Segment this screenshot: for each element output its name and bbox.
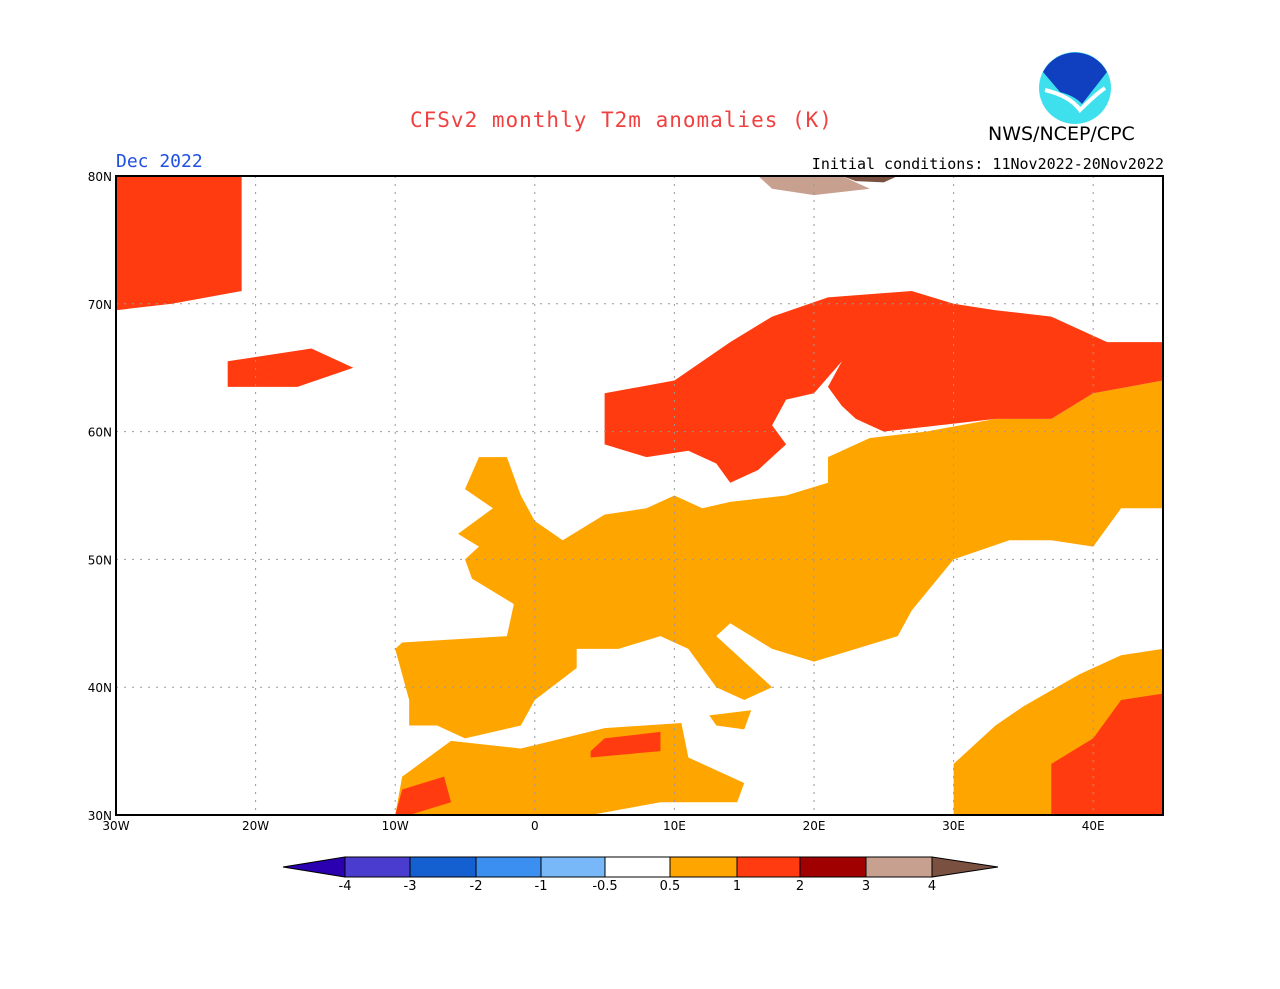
anomaly-region bbox=[841, 176, 898, 183]
y-tick-label: 30N bbox=[88, 809, 112, 823]
x-tick-label: 20E bbox=[803, 819, 826, 833]
colorbar-label: 2 bbox=[796, 879, 804, 894]
colorbar-segment bbox=[669, 856, 738, 878]
x-tick-label: 30E bbox=[942, 819, 965, 833]
agency-label: NWS/NCEP/CPC bbox=[988, 123, 1135, 145]
colorbar-label: 0.5 bbox=[660, 879, 681, 894]
valid-month: Dec 2022 bbox=[116, 151, 203, 172]
y-tick-label: 40N bbox=[88, 681, 112, 695]
colorbar-label: 4 bbox=[928, 879, 936, 894]
axis-ticks: 30W 20W 10W 0 10E 20E 30E 40E 30N 40N 50N 60N 70N 80N bbox=[88, 170, 1105, 833]
colorbar-segment bbox=[736, 856, 801, 878]
anomaly-region bbox=[709, 710, 752, 730]
colorbar-segment bbox=[409, 856, 477, 878]
anomaly-region bbox=[1051, 693, 1163, 815]
initial-conditions: Initial conditions: 11Nov2022-20Nov2022 bbox=[811, 155, 1164, 173]
y-tick-label: 60N bbox=[88, 426, 112, 440]
colorbar-segment bbox=[865, 856, 933, 878]
anomaly-region bbox=[395, 776, 452, 815]
grid-lines bbox=[116, 176, 1163, 815]
x-tick-label: 10W bbox=[382, 819, 409, 833]
colorbar-segment bbox=[344, 856, 411, 878]
colorbar-segment bbox=[475, 856, 542, 878]
x-tick-label: 10E bbox=[663, 819, 686, 833]
colorbar-label: -0.5 bbox=[592, 879, 617, 894]
map-title: CFSv2 monthly T2m anomalies (K) bbox=[410, 108, 833, 132]
x-tick-label: 30W bbox=[102, 819, 129, 833]
map-frame bbox=[115, 175, 1164, 816]
y-tick-label: 50N bbox=[88, 553, 112, 567]
colorbar-max-arrow bbox=[931, 856, 999, 878]
colorbar-min-arrow bbox=[282, 856, 346, 878]
anomaly-region bbox=[590, 731, 661, 758]
x-tick-label: 0 bbox=[531, 819, 539, 833]
anomaly-region bbox=[604, 291, 1163, 483]
colorbar-label: -1 bbox=[535, 879, 548, 894]
y-tick-label: 80N bbox=[88, 170, 112, 184]
colorbar-segment bbox=[799, 856, 867, 878]
anomaly-region bbox=[116, 176, 242, 311]
anomaly-region bbox=[227, 348, 354, 387]
colorbar-label: 1 bbox=[733, 879, 741, 894]
colorbar: -4 -3 -2 -1 -0.5 0.5 1 2 3 4 bbox=[282, 856, 999, 894]
colorbar-segment bbox=[604, 856, 671, 878]
colorbar-label: 3 bbox=[862, 879, 870, 894]
x-tick-label: 40E bbox=[1082, 819, 1105, 833]
x-tick-label: 20W bbox=[242, 819, 269, 833]
colorbar-segment bbox=[540, 856, 606, 878]
noaa-logo bbox=[1039, 52, 1111, 124]
colorbar-label: -2 bbox=[470, 879, 483, 894]
y-tick-label: 70N bbox=[88, 298, 112, 312]
colorbar-label: -4 bbox=[339, 879, 352, 894]
colorbar-label: -3 bbox=[404, 879, 417, 894]
anomaly-region bbox=[395, 380, 1163, 739]
anomaly-regions bbox=[116, 176, 1163, 815]
